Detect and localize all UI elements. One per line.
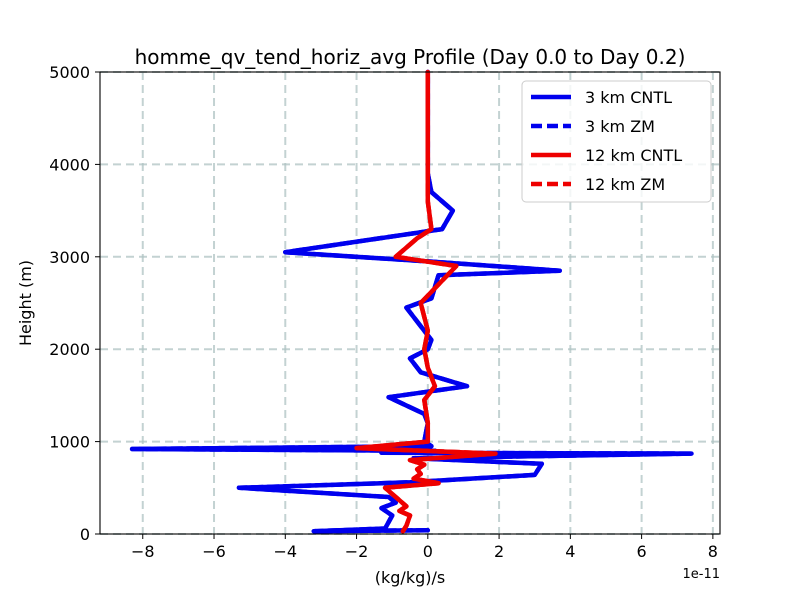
x-tick-label: −2 <box>345 542 369 561</box>
y-axis-label: Height (m) <box>16 260 35 346</box>
legend-box <box>521 80 712 203</box>
series-line-12-km-zm <box>354 69 498 534</box>
x-tick-label: −8 <box>131 542 155 561</box>
y-tick-label: 0 <box>80 525 90 544</box>
x-tick-label: 0 <box>423 542 433 561</box>
legend: 3 km CNTL 3 km ZM 12 km CNTL 12 km ZM <box>521 80 712 203</box>
x-offset-label: 1e-11 <box>682 567 720 582</box>
x-tick-label: 4 <box>565 542 575 561</box>
x-axis-label: (kg/kg)/s <box>375 568 445 587</box>
plot-frame <box>99 71 721 535</box>
x-tick-label: 8 <box>708 542 718 561</box>
legend-label-12km-cntl: 12 km CNTL <box>585 146 682 165</box>
x-tick-label: −6 <box>202 542 226 561</box>
y-tick-label: 1000 <box>49 433 90 452</box>
y-tick-label: 4000 <box>49 155 90 174</box>
series-layer <box>129 69 694 534</box>
legend-label-12km-zm: 12 km ZM <box>585 175 665 194</box>
legend-label-3km-cntl: 3 km CNTL <box>585 88 672 107</box>
tick-layer: −8 −6 −4 −2 0 2 4 6 8 0 1000 2000 3000 4000 5000 <box>49 63 718 561</box>
x-tick-label: −4 <box>273 542 297 561</box>
y-tick-label: 2000 <box>49 340 90 359</box>
y-tick-label: 3000 <box>49 248 90 267</box>
x-tick-label: 6 <box>637 542 647 561</box>
legend-label-3km-zm: 3 km ZM <box>585 117 655 136</box>
y-tick-label: 5000 <box>49 63 90 82</box>
chart-title: homme_qv_tend_horiz_avg Profile (Day 0.0… <box>135 45 686 69</box>
x-tick-label: 2 <box>494 542 504 561</box>
